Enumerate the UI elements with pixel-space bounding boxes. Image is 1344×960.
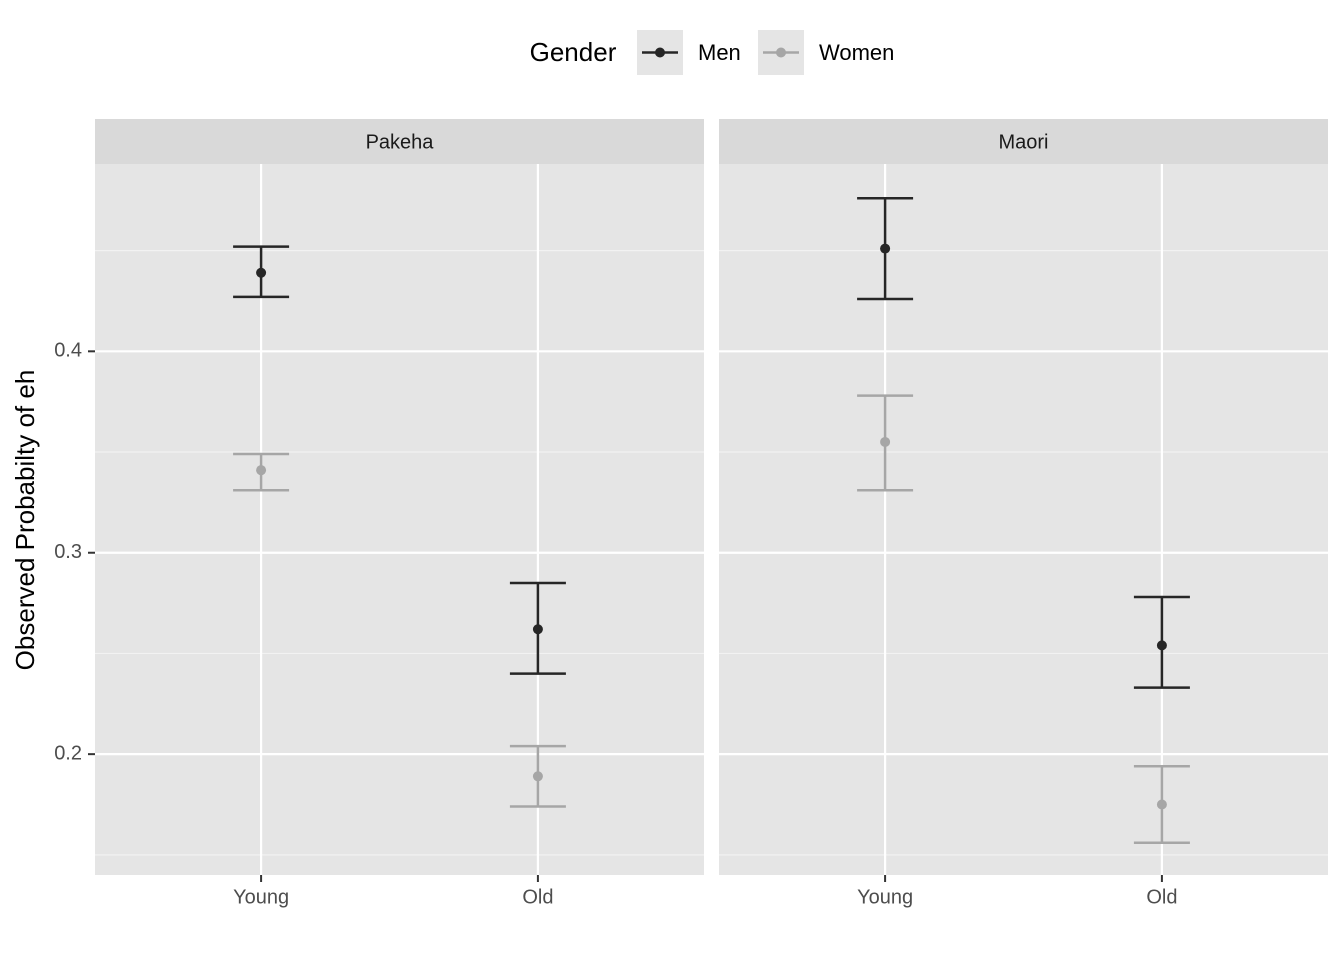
legend-dot (655, 47, 665, 58)
panel (95, 164, 704, 875)
point (880, 436, 891, 447)
strip-label: Maori (998, 131, 1048, 153)
y-axis-title: Observed Probabilty of eh (10, 370, 40, 671)
x-tick-label: Young (857, 886, 913, 908)
strip (95, 119, 704, 164)
legend-dot (776, 47, 786, 58)
y-tick-label: 0.4 (54, 340, 82, 362)
strip (719, 119, 1328, 164)
point (880, 243, 891, 254)
point (532, 771, 543, 782)
point (256, 465, 267, 476)
x-tick-label: Old (522, 886, 553, 908)
point (532, 624, 543, 635)
legend-title: Gender (530, 37, 617, 67)
legend-label: Women (819, 40, 894, 65)
y-tick-label: 0.3 (54, 541, 82, 563)
x-tick-label: Old (1146, 886, 1177, 908)
point (1156, 799, 1167, 810)
x-tick-label: Young (233, 886, 289, 908)
strip-label: Pakeha (366, 131, 435, 153)
panel (719, 164, 1328, 875)
point (256, 267, 267, 278)
point (1156, 640, 1167, 651)
legend-label: Men (698, 40, 741, 65)
y-tick-label: 0.2 (54, 742, 82, 764)
